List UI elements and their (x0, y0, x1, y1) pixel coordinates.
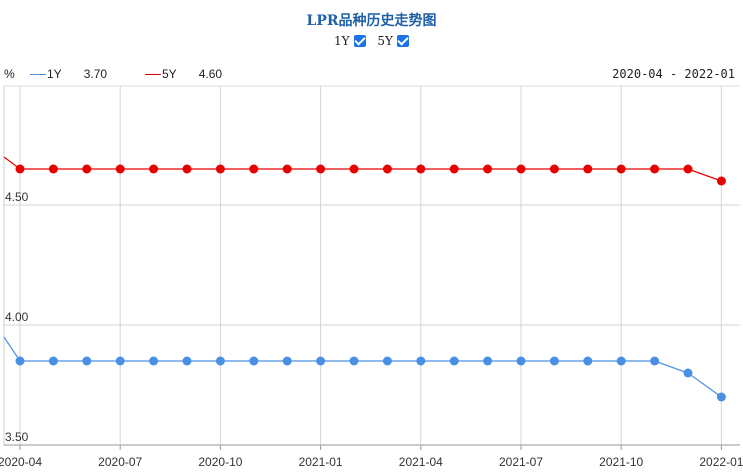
x-tick-label: 2020-10 (198, 455, 242, 469)
data-point-5y (583, 164, 593, 174)
x-tick-label: 2021-10 (599, 455, 643, 469)
data-point-1y (716, 392, 726, 402)
data-point-1y (149, 356, 159, 366)
data-point-1y (650, 356, 660, 366)
data-point-5y (349, 164, 359, 174)
legend-value-1y: 3.70 (83, 67, 108, 81)
data-point-5y (716, 176, 726, 186)
data-point-1y (316, 356, 326, 366)
data-point-5y (316, 164, 326, 174)
toggle-1y-checkbox-icon[interactable] (353, 35, 366, 47)
toggle-1y-label: 1Y (334, 34, 350, 48)
data-point-5y (48, 164, 58, 174)
legend-item-1y[interactable]: 1Y 3.70 (30, 67, 107, 81)
data-point-1y (382, 356, 392, 366)
data-point-5y (149, 164, 159, 174)
toggle-5y-checkbox-icon[interactable] (396, 35, 409, 47)
data-point-1y (416, 356, 426, 366)
toggle-5y-label: 5Y (377, 34, 393, 48)
data-point-1y (349, 356, 359, 366)
data-point-5y (182, 164, 192, 174)
tick-labels: 3.50 4.00 4.50 2020-04 2020-07 2020-10 2021-01… (0, 190, 743, 469)
data-point-5y (549, 164, 559, 174)
data-point-1y (182, 356, 192, 366)
unit-label: % (4, 67, 15, 81)
data-point-5y (215, 164, 225, 174)
toggle-1y[interactable]: 1Y (334, 34, 366, 48)
x-tick-label: 2021-07 (499, 455, 543, 469)
y-tick-label: 4.00 (5, 310, 29, 324)
data-point-5y (483, 164, 493, 174)
legend-swatch-1y (30, 73, 46, 75)
data-point-1y (48, 356, 58, 366)
data-point-5y (282, 164, 292, 174)
data-point-1y (15, 356, 25, 366)
data-point-1y (516, 356, 526, 366)
date-range: 2020-04 - 2022-01 (612, 67, 735, 81)
y-tick-label: 3.50 (5, 430, 29, 444)
x-tick-label: 2020-04 (0, 455, 42, 469)
data-point-5y (516, 164, 526, 174)
data-point-5y (115, 164, 125, 174)
legend-name-1y: 1Y (47, 67, 62, 81)
x-tick-label: 2021-01 (299, 455, 343, 469)
data-point-1y (82, 356, 92, 366)
y-tick-label: 4.50 (5, 190, 29, 204)
data-point-5y (616, 164, 626, 174)
grid (3, 85, 740, 450)
data-point-1y (683, 368, 693, 378)
legend-value-5y: 4.60 (198, 67, 223, 81)
legend-name-5y: 5Y (162, 67, 177, 81)
x-tick-label: 2021-04 (399, 455, 443, 469)
x-tick-label: 2020-07 (98, 455, 142, 469)
data-point-1y (282, 356, 292, 366)
series-layer (3, 156, 726, 402)
data-point-5y (650, 164, 660, 174)
x-tick-label: 2022-01 (699, 455, 743, 469)
data-point-1y (449, 356, 459, 366)
data-point-1y (215, 356, 225, 366)
data-point-5y (249, 164, 259, 174)
legend-row: % 1Y 3.70 5Y 4.60 2020-04 - 2022-01 (0, 67, 743, 81)
data-point-5y (82, 164, 92, 174)
data-point-1y (616, 356, 626, 366)
series-line-5y (3, 156, 722, 182)
data-point-5y (15, 164, 25, 174)
data-point-5y (449, 164, 459, 174)
data-point-1y (249, 356, 259, 366)
data-point-5y (683, 164, 693, 174)
data-point-1y (483, 356, 493, 366)
data-point-1y (583, 356, 593, 366)
toggle-5y[interactable]: 5Y (377, 34, 409, 48)
series-toggles: 1Y 5Y (0, 34, 743, 48)
data-point-5y (416, 164, 426, 174)
chart-title: LPR品种历史走势图 (306, 13, 437, 29)
data-point-1y (549, 356, 559, 366)
data-point-1y (115, 356, 125, 366)
legend-item-5y[interactable]: 5Y 4.60 (145, 67, 222, 81)
legend-swatch-5y (145, 73, 161, 75)
data-point-5y (382, 164, 392, 174)
series-line-1y (3, 336, 722, 398)
